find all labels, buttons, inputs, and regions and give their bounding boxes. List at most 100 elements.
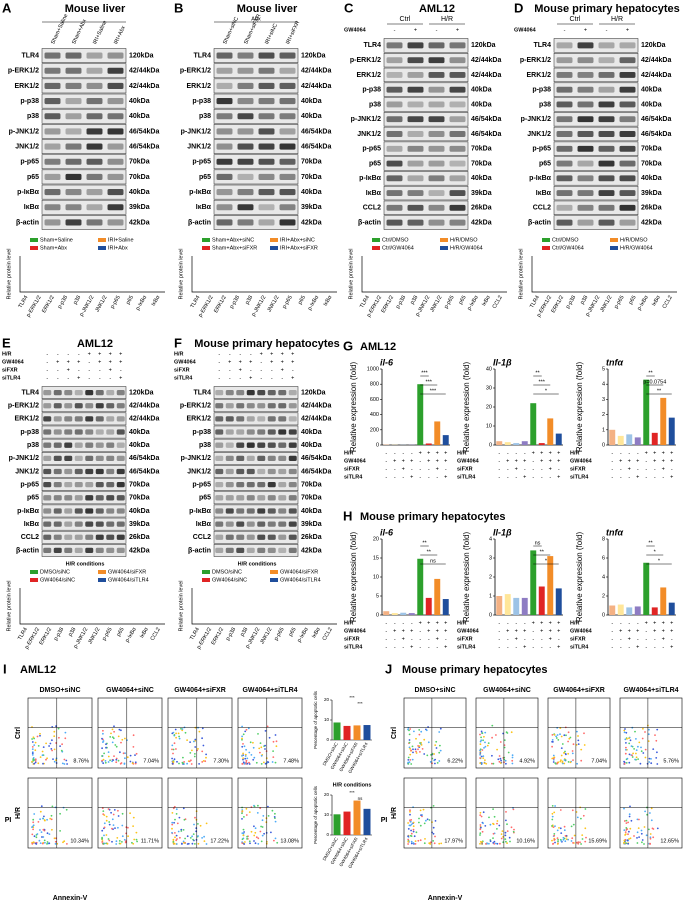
- y-axis-label: Relative protein level: [6, 580, 12, 631]
- x-tick-label: p-p38: [395, 295, 407, 310]
- sign: +: [88, 351, 91, 357]
- flow-dot: [626, 828, 629, 830]
- blot-band: [246, 547, 255, 554]
- bar: [538, 443, 545, 445]
- flow-dot: [479, 840, 482, 843]
- blot-band: [116, 389, 125, 396]
- flow-dot: [423, 822, 426, 825]
- sign: -: [385, 620, 387, 626]
- protein-label: CCL2: [363, 205, 381, 212]
- blot-band: [257, 455, 266, 461]
- sign: -: [271, 367, 273, 373]
- flow-dot: [407, 822, 409, 824]
- y-tick-label: 20: [324, 792, 330, 797]
- sign: -: [88, 359, 90, 365]
- flow-dot: [203, 835, 206, 838]
- flow-dot: [43, 815, 45, 818]
- blot-band: [237, 173, 254, 180]
- x-tick-label: p38: [580, 295, 590, 306]
- blot-band: [86, 204, 103, 211]
- sign: -: [498, 636, 500, 642]
- flow-dot: [503, 739, 506, 741]
- flow-dot: [196, 749, 199, 752]
- flow-dot: [646, 813, 648, 816]
- blot-strip: [553, 82, 639, 97]
- flow-dot: [479, 842, 481, 845]
- blot-band: [278, 534, 287, 540]
- sign: -: [385, 474, 387, 480]
- flow-dot: [114, 744, 117, 746]
- column-label: DMSO+siNC: [39, 687, 80, 694]
- blot-band: [43, 534, 52, 540]
- protein-label: β-actin: [528, 219, 551, 226]
- flow-dot: [488, 842, 490, 845]
- sign: -: [411, 466, 413, 472]
- blot-band: [236, 482, 245, 488]
- flow-dot: [241, 842, 244, 844]
- sign: -: [411, 450, 413, 456]
- blot-band: [44, 98, 61, 105]
- sign: -: [524, 636, 526, 642]
- blot-band: [74, 403, 83, 409]
- flow-dot: [118, 840, 121, 842]
- flow-dot: [564, 840, 567, 843]
- blot-band: [246, 455, 255, 461]
- flow-dot: [63, 758, 66, 761]
- blot-band: [43, 482, 52, 488]
- sign: +: [662, 628, 665, 634]
- y-tick-label: 20: [324, 697, 330, 702]
- blot-band: [267, 455, 276, 461]
- blot-band: [288, 534, 297, 540]
- sign: -: [507, 450, 509, 456]
- blot-band: [85, 455, 94, 461]
- flow-dot: [272, 750, 274, 752]
- bar: [442, 435, 449, 445]
- gene-label: tnfα: [606, 527, 623, 537]
- sign: +: [506, 458, 509, 464]
- flow-dot: [117, 759, 120, 762]
- flow-dot: [270, 831, 272, 834]
- flow-dot: [499, 762, 502, 764]
- bar: [333, 814, 341, 835]
- blot-band: [246, 442, 255, 448]
- flow-dot: [410, 832, 413, 835]
- size-label: 120kDa: [301, 389, 326, 396]
- flow-dot: [558, 827, 560, 829]
- flow-dot: [572, 823, 575, 826]
- flow-dot: [581, 838, 584, 840]
- blot-band: [449, 86, 466, 93]
- flow-dot: [504, 759, 507, 762]
- flow-dot: [102, 842, 105, 845]
- sign: +: [281, 367, 284, 373]
- sign: +: [506, 628, 509, 634]
- flow-dot: [502, 836, 504, 838]
- sign: -: [239, 351, 241, 357]
- blot-strip: [213, 199, 299, 215]
- sign: -: [218, 367, 220, 373]
- blot-strip: [41, 491, 127, 505]
- sign: -: [281, 375, 283, 381]
- flow-dot: [172, 752, 174, 755]
- column-label: GW4064+siNC: [106, 687, 154, 694]
- legend-label: IRI+Abx+siFXR: [280, 245, 318, 251]
- flow-dot: [53, 748, 56, 751]
- blot-band: [267, 403, 276, 409]
- percent-label: 7.30%: [213, 758, 229, 764]
- flow-dot: [577, 841, 580, 843]
- flow-dot: [629, 739, 632, 742]
- legend-swatch: [372, 246, 380, 250]
- size-label: 40kDa: [129, 429, 150, 436]
- flow-dot: [551, 825, 553, 827]
- condition-label: H/R: [570, 450, 580, 456]
- blot-band: [279, 158, 296, 165]
- sign: +: [249, 359, 252, 365]
- gene-label: Il-1β: [493, 527, 512, 537]
- blot-band: [428, 131, 445, 137]
- blot-band: [279, 98, 296, 105]
- flow-dot: [102, 810, 105, 812]
- blot-band: [85, 403, 94, 409]
- flow-dot: [502, 732, 504, 735]
- flow-dot: [561, 760, 564, 763]
- flow-dot: [482, 755, 485, 757]
- x-tick-label: p-p65: [101, 627, 113, 642]
